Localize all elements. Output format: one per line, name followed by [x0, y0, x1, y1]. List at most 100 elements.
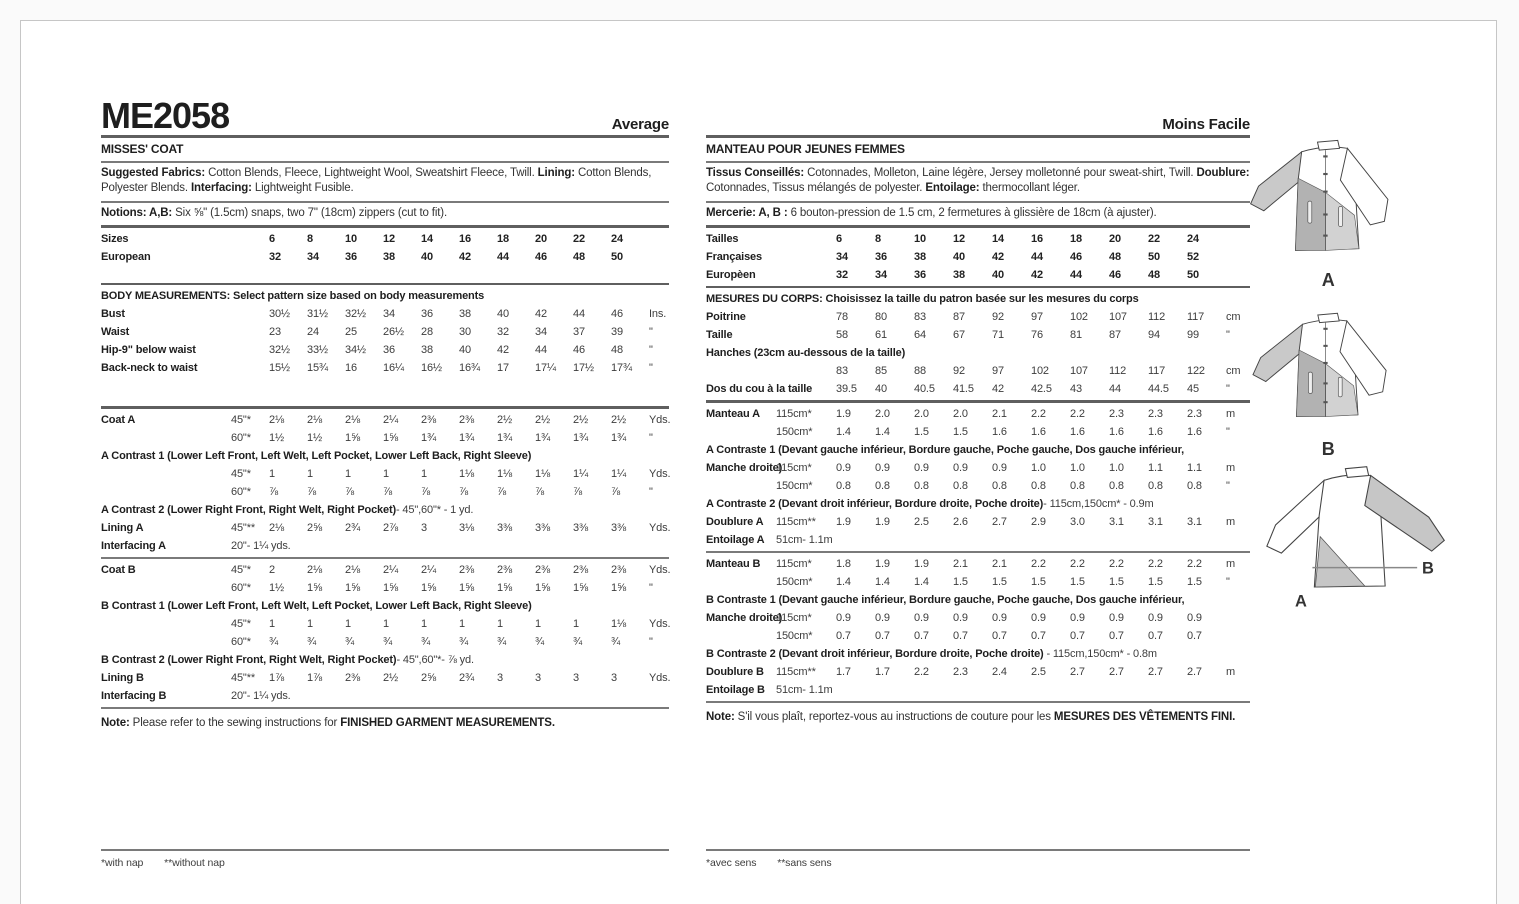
table-cell: 0.9 — [836, 611, 851, 624]
table-cell: 31½ — [307, 308, 328, 321]
table-cell: " — [1226, 479, 1230, 492]
table-cell: 2⅜ — [535, 563, 550, 576]
table-cell: Yds. — [649, 467, 671, 480]
coat-front-a-drawing — [1249, 139, 1389, 251]
table-cell: 8 — [875, 232, 881, 245]
table-cell: 1.5 — [914, 425, 929, 438]
table-cell: 2.2 — [1109, 557, 1124, 570]
table-cell: 2.2 — [1031, 557, 1046, 570]
table-cell: 3 — [535, 671, 541, 684]
table-cell: " — [649, 581, 653, 594]
divider — [101, 160, 669, 163]
table-row: 150cm* 0.8 0.8 0.8 0.8 0.8 0.8 0.8 0.8 0.8 0.8 " — [706, 477, 1250, 495]
table-cell: 1.5 — [953, 425, 968, 438]
table-cell: 45"* — [231, 413, 251, 426]
table-cell: 1¼ — [573, 467, 588, 480]
table-cell: 1.5 — [1031, 575, 1046, 588]
table-heading-row: BODY MEASUREMENTS: Select pattern size b… — [101, 287, 669, 305]
divider — [101, 135, 669, 138]
table-cell: ¾ — [459, 635, 469, 648]
table-cell: 1 — [535, 617, 541, 630]
table-cell: 3⅜ — [497, 521, 512, 534]
table-cell: 44 — [1031, 250, 1043, 263]
divider — [706, 285, 1250, 289]
table-cell: 33½ — [307, 344, 328, 357]
coat-back-drawing: B A — [1266, 466, 1446, 610]
table-cell: 0.9 — [953, 611, 968, 624]
table-cell — [101, 429, 231, 447]
table-cell: 2⅜ — [421, 413, 436, 426]
table-cell: 2.7 — [1148, 665, 1163, 678]
table-cell: 1.6 — [1148, 425, 1163, 438]
table-cell: 34 — [875, 268, 887, 281]
table-cell: 2⅞ — [383, 521, 398, 534]
table-cell: 1.9 — [875, 515, 890, 528]
table-cell: 60"* — [231, 581, 251, 594]
table-cell: ⅞ — [611, 485, 621, 498]
table-cell: 115cm** — [776, 515, 816, 528]
table-cell: 39.5 — [836, 383, 857, 396]
table-cell: 1⅛ — [611, 617, 626, 630]
table-cell: 1 — [459, 617, 465, 630]
table-cell — [231, 305, 269, 323]
header-row-fr: Moins Facile — [706, 89, 1250, 133]
yardage-table-manteau-b: Manteau B 115cm* 1.8 1.9 1.9 2.1 2.1 2.2 2.2 2.2 2… — [706, 555, 1250, 699]
table-cell: 23 — [269, 326, 281, 339]
table-cell: 36 — [421, 308, 433, 321]
table-cell — [231, 359, 269, 377]
table-cell: 1.5 — [953, 575, 968, 588]
table-cell: 76 — [1031, 329, 1043, 342]
table-cell — [706, 362, 776, 380]
table-cell: 2.9 — [1031, 515, 1046, 528]
table-cell: 78 — [836, 311, 848, 324]
table-cell: 1½ — [269, 581, 284, 594]
garment-title-en: MISSES' COAT — [101, 141, 184, 156]
table-cell: 12 — [383, 232, 395, 245]
table-cell: 3⅜ — [535, 521, 550, 534]
table-cell: 1.7 — [836, 665, 851, 678]
table-cell: 2¼ — [421, 563, 436, 576]
table-cell: 0.9 — [875, 611, 890, 624]
table-heading-row: A Contraste 2 (Devant droit inférieur, B… — [706, 495, 1250, 513]
table-cell: 46 — [573, 344, 585, 357]
table-row: Entoilage A 51cm- 1.1m — [706, 531, 1250, 549]
table-cell — [706, 477, 776, 495]
table-cell: Hanches (23cm au-dessous de la taille) — [706, 347, 906, 360]
table-cell: 2½ — [611, 413, 626, 426]
table-cell: 1⅝ — [383, 581, 398, 594]
table-cell: 51cm- 1.1m — [776, 683, 833, 696]
table-cell: 0.9 — [992, 611, 1007, 624]
table-cell: 25 — [345, 326, 357, 339]
table-cell: 2¼ — [383, 413, 398, 426]
table-cell: 15¾ — [307, 362, 328, 375]
table-cell: 34 — [535, 326, 547, 339]
table-cell: 2.1 — [953, 557, 968, 570]
footnote-avec-sens: *avec sens — [706, 857, 757, 869]
table-cell: 0.9 — [1148, 611, 1163, 624]
table-cell: 1⅝ — [535, 581, 550, 594]
table-cell: 42 — [1031, 268, 1043, 281]
table-cell: 1⅛ — [459, 467, 474, 480]
table-cell: 48 — [611, 344, 623, 357]
table-cell: 43 — [1070, 383, 1082, 396]
table-cell: 20 — [1109, 232, 1121, 245]
table-cell: 1⅞ — [307, 671, 322, 684]
table-cell: 36 — [914, 268, 926, 281]
table-cell: 1.5 — [992, 575, 1007, 588]
table-cell: 1⅝ — [611, 581, 626, 594]
table-cell: 32½ — [269, 344, 290, 357]
table-cell: 34 — [836, 250, 848, 263]
table-cell: ⅞ — [345, 485, 355, 498]
table-row: Poitrine 78 80 83 87 92 97 102 107 112 117 cm — [706, 308, 1250, 326]
table-cell: 38 — [421, 344, 433, 357]
table-cell: 88 — [914, 365, 926, 378]
table-cell — [231, 248, 269, 266]
table-cell: 50 — [1148, 250, 1160, 263]
table-cell: 52 — [1187, 250, 1199, 263]
table-cell: Yds. — [649, 413, 671, 426]
table-cell: 36 — [383, 344, 395, 357]
view-a-label: A — [1321, 270, 1336, 290]
table-heading-row: Hanches (23cm au-dessous de la taille) — [706, 344, 1250, 362]
table-row: 60"* 1½ 1⅝ 1⅝ 1⅝ 1⅝ 1⅝ 1⅝ 1⅝ 1⅝ 1⅝ " — [101, 579, 669, 597]
divider — [101, 406, 669, 409]
